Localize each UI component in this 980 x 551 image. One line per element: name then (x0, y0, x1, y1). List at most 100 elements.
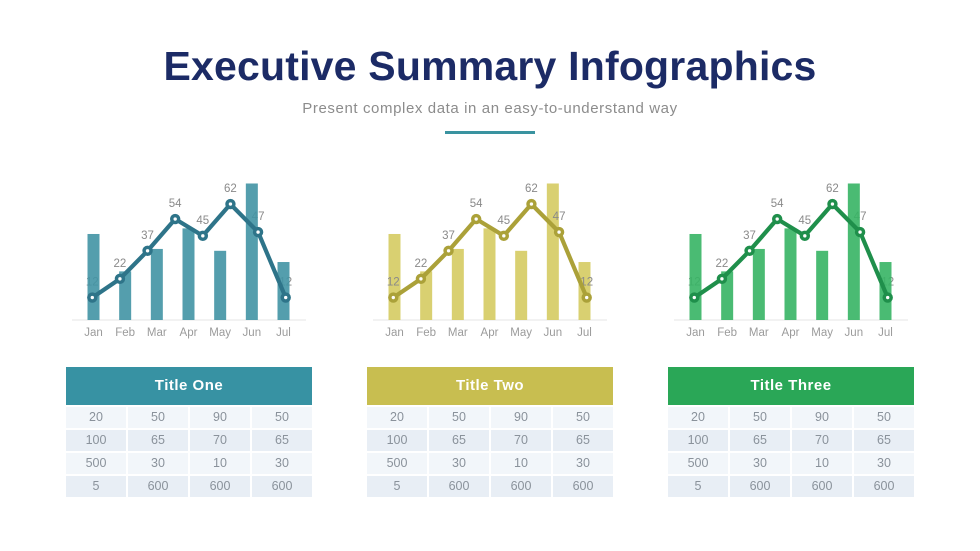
chart-bar (150, 248, 163, 320)
table-row: 20 50 90 50 (668, 406, 914, 428)
data-table-3: Title Three 20 50 90 50 100 65 70 65 500 30 10 30 5 60… (668, 366, 914, 497)
chart-bar (245, 183, 258, 320)
table-cell: 600 (128, 475, 188, 497)
month-label: May (510, 327, 532, 339)
chart-point-center (391, 295, 395, 300)
table-cell: 600 (730, 475, 790, 497)
bars (87, 183, 290, 320)
chart-point-center (118, 277, 122, 281)
line-series (388, 198, 592, 303)
table-cell: 70 (792, 429, 852, 451)
table-title: Title Two (455, 377, 525, 395)
month-label: Mar (448, 327, 468, 339)
table-cell: 30 (252, 452, 312, 474)
chart-point-label: 37 (743, 230, 756, 242)
month-label: Jan (686, 327, 705, 339)
chart-point-label: 45 (196, 215, 209, 227)
month-label: May (209, 327, 231, 339)
month-label: Mar (147, 327, 167, 339)
month-label: Jul (276, 327, 291, 339)
table-cell: 5 (668, 475, 728, 497)
chart-point-center (858, 230, 862, 234)
month-label: Feb (717, 327, 737, 339)
chart-point-label: 45 (798, 215, 811, 227)
table-title: Title Three (750, 377, 832, 395)
chart-point-label: 22 (114, 258, 127, 270)
chart-point-label: 45 (497, 215, 510, 227)
table-cell: 100 (66, 429, 126, 451)
chart-bar (451, 248, 464, 320)
month-label: Mar (749, 327, 769, 339)
table-cell: 600 (190, 475, 250, 497)
chart-bar (689, 233, 702, 320)
chart-point-center (90, 295, 94, 300)
chart-line (90, 201, 288, 300)
table-cell: 600 (792, 475, 852, 497)
month-label: Jun (544, 327, 563, 339)
table-cell: 90 (491, 406, 551, 428)
table-cell: 50 (730, 406, 790, 428)
data-table-2: Title Two 20 50 90 50 100 65 70 65 500 30 10 30 5 600 6… (367, 366, 613, 497)
chart-bar (214, 250, 227, 320)
table-cell: 600 (429, 475, 489, 497)
chart-point-label: 22 (716, 258, 729, 270)
table-cell: 50 (128, 406, 188, 428)
page-subtitle: Present complex data in an easy-to-under… (302, 99, 678, 117)
chart-line (692, 201, 890, 300)
table-cell: 600 (491, 475, 551, 497)
table-cell: 20 (66, 406, 126, 428)
chart-point-center (886, 295, 890, 300)
chart-point-label: 37 (141, 230, 154, 242)
chart-point-center (446, 249, 451, 253)
table-cell: 5 (66, 475, 126, 497)
table-cell: 600 (252, 475, 312, 497)
chart-point-center (474, 217, 478, 221)
chart-point-label: 22 (415, 258, 428, 270)
page-title: Executive Summary Infographics (163, 43, 817, 89)
table-cell: 65 (128, 429, 188, 451)
table-row: 500 30 10 30 (66, 452, 312, 474)
chart-bar (546, 183, 559, 320)
table-cell: 65 (252, 429, 312, 451)
table-row: 5 600 600 600 (66, 475, 312, 497)
chart-bar (483, 228, 496, 320)
column-1: 1222375445624712JanFebMarAprMayJunJulTit… (66, 160, 312, 497)
table-cell: 10 (792, 452, 852, 474)
table-cell: 100 (367, 429, 427, 451)
month-label: Apr (180, 327, 198, 339)
month-label: Jun (243, 327, 262, 339)
chart-point-label: 62 (525, 183, 538, 195)
column-2: 12 22 37 54 45 62 47 12 Jan Feb Mar Apr May Jun Jul Tit… (367, 160, 613, 497)
table-cell: 500 (367, 452, 427, 474)
table-cell: 20 (367, 406, 427, 428)
chart-point-label: 47 (553, 211, 566, 223)
table-row: 100 65 70 65 (367, 429, 613, 451)
table-cell: 65 (553, 429, 613, 451)
chart-point-label: 62 (826, 183, 839, 195)
chart-point-center (775, 217, 779, 221)
chart-point-center (173, 217, 177, 221)
chart-bar (752, 248, 765, 320)
chart-point-center (284, 295, 288, 300)
chart-point-center (830, 202, 835, 206)
chart-point-center (720, 277, 724, 281)
table-cell: 30 (854, 452, 914, 474)
chart-bar (847, 183, 860, 320)
chart-point-center (256, 230, 260, 234)
chart-point-center (145, 249, 150, 253)
table-cell: 90 (792, 406, 852, 428)
month-label: Apr (782, 327, 800, 339)
month-label: Jan (385, 327, 404, 339)
table-cell: 10 (491, 452, 551, 474)
chart-point-center (228, 202, 233, 206)
chart-point-center (747, 249, 752, 253)
chart-point-center (419, 277, 423, 281)
table-cell: 5 (367, 475, 427, 497)
chart-line (391, 201, 589, 300)
table-cell: 30 (730, 452, 790, 474)
table-cell: 70 (190, 429, 250, 451)
chart-point-center (502, 234, 506, 238)
month-label: May (811, 327, 833, 339)
